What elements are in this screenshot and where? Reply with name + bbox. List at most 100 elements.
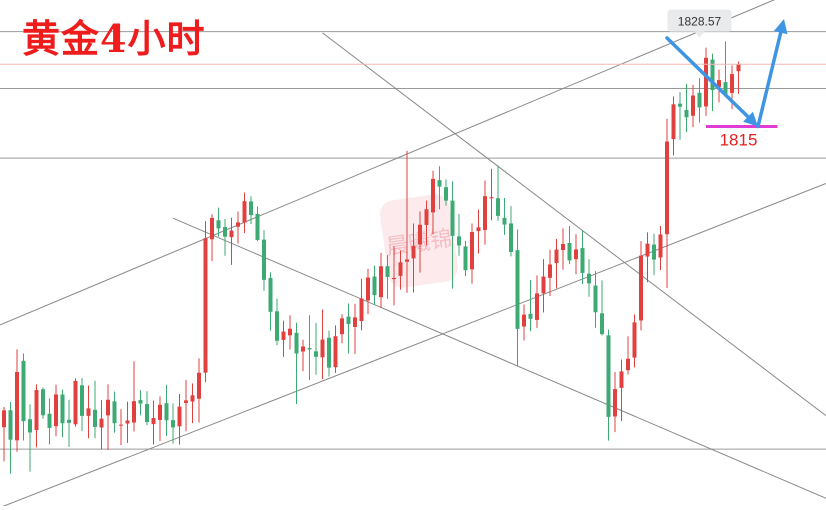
candle-body bbox=[672, 104, 676, 139]
candle bbox=[184, 380, 188, 431]
candle bbox=[535, 275, 539, 327]
candle bbox=[28, 404, 32, 471]
candle-body bbox=[646, 244, 650, 257]
candle-body bbox=[15, 372, 19, 440]
candle bbox=[360, 279, 364, 330]
candle bbox=[490, 169, 494, 221]
candle bbox=[347, 304, 351, 354]
candle-body bbox=[191, 395, 195, 401]
candle-body bbox=[340, 318, 344, 334]
candle-body bbox=[535, 293, 539, 320]
candle bbox=[256, 206, 260, 241]
candle bbox=[48, 399, 52, 445]
candle-body bbox=[256, 214, 260, 240]
candle-body bbox=[594, 286, 598, 313]
candle-body bbox=[321, 340, 325, 358]
candle-body bbox=[184, 400, 188, 403]
candle-body bbox=[516, 250, 520, 329]
candle-body bbox=[568, 243, 572, 260]
candle-body bbox=[301, 347, 305, 352]
candle bbox=[379, 253, 383, 308]
candle bbox=[210, 214, 214, 261]
candle-body bbox=[652, 245, 656, 260]
candle bbox=[529, 280, 533, 331]
candle-body bbox=[431, 179, 435, 213]
candle bbox=[509, 206, 513, 256]
candle bbox=[574, 234, 578, 274]
candle bbox=[724, 41, 728, 95]
candle bbox=[197, 358, 201, 422]
candle bbox=[659, 226, 663, 270]
candle-body bbox=[503, 218, 507, 225]
candle bbox=[236, 212, 240, 244]
candle-body bbox=[48, 414, 52, 428]
candle bbox=[145, 391, 149, 425]
candle bbox=[282, 321, 286, 357]
candle bbox=[477, 210, 481, 254]
candle bbox=[561, 228, 565, 269]
candle bbox=[139, 390, 143, 415]
candle bbox=[113, 392, 117, 433]
candle-body bbox=[561, 244, 565, 250]
candle-body bbox=[93, 410, 97, 427]
candle bbox=[607, 330, 611, 441]
candle-body bbox=[529, 314, 533, 319]
candle bbox=[633, 314, 637, 367]
candle bbox=[496, 165, 500, 221]
candle-body bbox=[438, 180, 442, 186]
candle bbox=[373, 266, 377, 305]
candle bbox=[171, 403, 175, 443]
candle-body bbox=[119, 425, 123, 426]
candle-body bbox=[67, 420, 71, 423]
candle bbox=[314, 323, 318, 375]
candle-body bbox=[236, 222, 240, 226]
candle bbox=[132, 361, 136, 431]
candle bbox=[691, 85, 695, 127]
candle-body bbox=[61, 394, 65, 423]
candle-body bbox=[574, 249, 578, 259]
candle-body bbox=[366, 278, 370, 301]
candle bbox=[646, 232, 650, 282]
candle-body bbox=[353, 317, 357, 327]
candle-body bbox=[100, 419, 104, 428]
candle-body bbox=[522, 315, 526, 327]
candle bbox=[457, 214, 461, 256]
candle bbox=[581, 230, 585, 284]
candle bbox=[555, 239, 559, 289]
candle-body bbox=[165, 403, 169, 420]
candle bbox=[652, 234, 656, 275]
candle bbox=[503, 198, 507, 235]
candle bbox=[2, 407, 6, 461]
candle-body bbox=[626, 359, 630, 370]
candle bbox=[698, 78, 702, 122]
candle bbox=[464, 241, 468, 276]
candle-body bbox=[314, 351, 318, 357]
candle bbox=[522, 304, 526, 340]
candle-body bbox=[418, 225, 422, 245]
candle-body bbox=[347, 317, 351, 324]
candle bbox=[119, 409, 123, 445]
candle-body bbox=[444, 187, 448, 200]
candle-body bbox=[87, 408, 91, 416]
candle bbox=[15, 349, 19, 451]
candle bbox=[685, 84, 689, 132]
candle-body bbox=[113, 401, 117, 423]
candle-body bbox=[158, 405, 162, 420]
candle-body bbox=[249, 201, 253, 215]
candle-body bbox=[542, 277, 546, 294]
candle bbox=[269, 272, 273, 330]
candle bbox=[74, 378, 78, 426]
candle bbox=[321, 310, 325, 380]
candle-body bbox=[360, 299, 364, 322]
candle bbox=[158, 396, 162, 441]
candle-body bbox=[509, 223, 513, 252]
candle bbox=[54, 385, 58, 437]
candle bbox=[80, 378, 84, 431]
candle-body bbox=[555, 250, 559, 263]
candle-body bbox=[613, 389, 617, 416]
candle-body bbox=[477, 227, 481, 231]
candle-body bbox=[80, 385, 84, 416]
candle-body bbox=[197, 373, 201, 399]
candle-body bbox=[665, 141, 669, 234]
